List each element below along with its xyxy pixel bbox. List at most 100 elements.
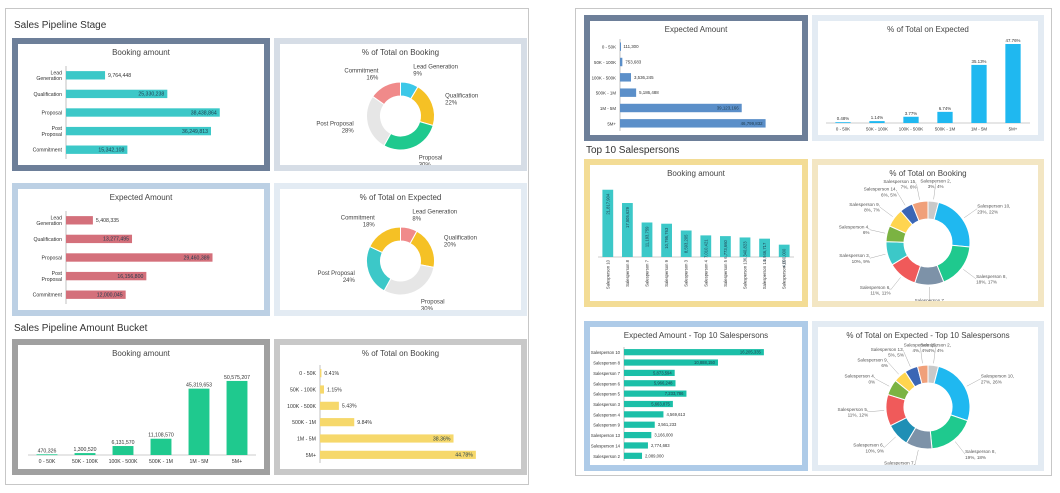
bar	[36, 454, 58, 456]
leader-line	[963, 208, 978, 219]
tick-label: Post	[52, 271, 63, 277]
data-label: 13,277,495	[103, 237, 129, 243]
chart-pct-expected-top10: Salesperson 2,4%, 4% Salesperson 10,27%, …	[838, 342, 1014, 465]
bar	[320, 434, 454, 443]
slice	[929, 414, 969, 450]
tick-label: Proposal	[42, 256, 62, 262]
slice-label: Salesperson 4,	[839, 225, 870, 230]
chart-title: % of Total on Booking	[889, 169, 967, 178]
tick-label: Salesperson 7	[593, 371, 620, 376]
leader-line	[963, 269, 977, 280]
bar	[624, 359, 718, 366]
data-label: 3,166,000	[654, 433, 673, 438]
data-label: 5,873,594	[653, 370, 672, 375]
card-pct-booking: % of Total on Booking Lead Generation 9% Q…	[274, 38, 527, 171]
leader-line	[896, 191, 906, 206]
tick-label: 50K - 100K	[594, 60, 616, 65]
slice-label: Salesperson 9,	[849, 202, 880, 207]
data-label: 36,249,813	[182, 129, 208, 135]
data-label: 50,575,207	[224, 375, 250, 381]
bar	[680, 230, 692, 257]
data-label: 3.77%	[905, 111, 918, 116]
data-label: 9,764,448	[108, 73, 131, 79]
data-label: 4,000,000	[782, 248, 787, 267]
slice-value: 6%, 5%	[881, 192, 897, 197]
data-label: 4,569,613	[666, 412, 685, 417]
slice-value: 24%	[343, 278, 356, 284]
data-label: 5,186,488	[639, 90, 659, 95]
leader-line	[933, 347, 936, 364]
slice-label: Commitment	[344, 68, 378, 74]
data-label: 46,799,832	[741, 121, 764, 126]
tick-label: 0 - 50K	[602, 45, 616, 50]
chart-title: Expected Amount	[109, 193, 173, 202]
data-label: 7,233,786	[665, 391, 684, 396]
bar	[739, 237, 751, 257]
data-label: 2,089,000	[645, 453, 664, 458]
bar	[320, 450, 476, 459]
slice-label: Salesperson 7,	[915, 298, 946, 301]
chart-title: Booking amount	[112, 48, 170, 57]
slice-label: Qualification	[445, 93, 478, 99]
tick-label: 100K - 500K	[109, 459, 138, 465]
slice	[410, 86, 435, 127]
chart-title: % of Total on Expected	[887, 25, 969, 34]
bar	[620, 57, 623, 67]
data-label: 0.48%	[837, 116, 850, 121]
slice-value: 9%	[413, 72, 422, 78]
data-label: 1.15%	[327, 387, 342, 393]
data-label: 3,536,245	[634, 75, 654, 80]
tick-label: 5M+	[232, 459, 242, 465]
tick-label: 500K - 1M	[596, 91, 617, 96]
tick-label: Qualification	[33, 237, 62, 243]
chart-booking-top10: Salesperson 10 21,817,904 Salesperson 8 17,…	[598, 189, 794, 289]
bar	[66, 216, 93, 225]
tick-label: Proposal	[42, 111, 62, 117]
data-label: 1,300,520	[73, 447, 96, 453]
bar	[188, 388, 210, 455]
slice-value: 22%	[445, 100, 458, 106]
bar	[66, 126, 211, 136]
tick-label: Salesperson 14	[762, 259, 767, 289]
slice-label: Salesperson 15,	[904, 342, 937, 347]
data-label: 7,010,421	[703, 239, 708, 258]
slice-label: Salesperson 4,	[844, 374, 875, 379]
slice-label: Salesperson 7,	[884, 461, 915, 465]
slice-value: 8%, 7%	[864, 208, 880, 213]
tick-label: 5M+	[1009, 126, 1018, 131]
slice	[911, 200, 929, 222]
chart-expected-bucket: 0 - 50K 111,300 50K - 100K 753,683 100K - 50…	[592, 39, 766, 131]
bar	[624, 349, 764, 356]
tick-label: 50K - 100K	[866, 126, 888, 131]
slice-value: 18%, 17%	[976, 279, 997, 284]
tick-label: Salesperson 10	[605, 259, 610, 289]
slice-value: 6%	[881, 363, 888, 368]
tick-label: Qualification	[33, 92, 62, 98]
bar	[320, 369, 322, 378]
tick-label: Salesperson 14	[591, 443, 621, 448]
slice-label: Post Proposal	[316, 122, 353, 128]
slice-value: 10%, 9%	[852, 259, 870, 264]
slice-label: Salesperson 9,	[857, 357, 888, 362]
slice	[916, 364, 929, 385]
leader-line	[869, 229, 886, 234]
tick-label: 500K - 1M	[935, 126, 956, 131]
data-label: 5,966,248	[654, 381, 673, 386]
bar	[320, 385, 325, 394]
slice	[366, 95, 392, 147]
tick-label: 500K - 1M	[149, 459, 173, 465]
data-label: 470,326	[38, 448, 57, 454]
tick-label: 5M+	[306, 453, 316, 459]
bar	[624, 431, 652, 439]
data-label: 3,561,233	[658, 422, 677, 427]
tick-label: Salesperson 9	[664, 259, 669, 286]
bar	[620, 119, 766, 128]
tick-label: Salesperson 13	[743, 259, 748, 289]
tick-label: Salesperson 13	[591, 433, 621, 438]
chart-title: % of Total on Expected	[359, 193, 442, 202]
section-title-pipeline-stage: Sales Pipeline Stage	[14, 20, 107, 31]
tick-label: Salesperson 8	[593, 361, 620, 366]
slice	[366, 245, 392, 292]
